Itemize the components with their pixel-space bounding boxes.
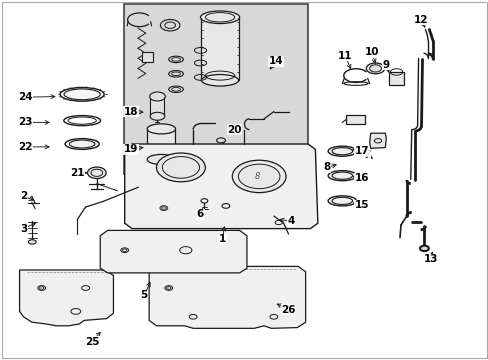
Text: 15: 15 bbox=[354, 200, 368, 210]
Ellipse shape bbox=[419, 246, 428, 251]
Ellipse shape bbox=[149, 92, 165, 101]
Text: 24: 24 bbox=[18, 92, 33, 102]
Text: 2: 2 bbox=[20, 191, 27, 201]
PathPatch shape bbox=[20, 270, 113, 326]
Ellipse shape bbox=[327, 196, 356, 206]
Bar bbox=[388, 72, 404, 85]
Ellipse shape bbox=[150, 112, 164, 120]
Text: 22: 22 bbox=[18, 142, 33, 152]
Bar bbox=[146, 129, 175, 159]
Text: 18: 18 bbox=[123, 107, 138, 117]
Text: 17: 17 bbox=[354, 146, 368, 156]
Text: 19: 19 bbox=[123, 144, 138, 154]
Ellipse shape bbox=[28, 240, 36, 244]
Ellipse shape bbox=[232, 160, 285, 193]
Ellipse shape bbox=[327, 171, 356, 181]
PathPatch shape bbox=[100, 230, 246, 273]
PathPatch shape bbox=[124, 144, 317, 229]
Ellipse shape bbox=[65, 139, 99, 149]
Text: 10: 10 bbox=[364, 47, 378, 57]
Text: 12: 12 bbox=[413, 15, 428, 25]
Text: 4: 4 bbox=[287, 216, 295, 226]
Ellipse shape bbox=[147, 154, 175, 165]
Ellipse shape bbox=[366, 63, 384, 74]
Ellipse shape bbox=[200, 11, 239, 24]
Text: 1: 1 bbox=[219, 234, 225, 244]
Bar bbox=[346, 115, 364, 124]
Text: 14: 14 bbox=[268, 56, 283, 66]
Text: 9: 9 bbox=[382, 60, 389, 70]
Text: 7: 7 bbox=[362, 150, 370, 160]
Bar bbox=[201, 17, 238, 80]
Ellipse shape bbox=[60, 87, 104, 101]
Text: 20: 20 bbox=[227, 125, 242, 135]
Bar bbox=[124, 4, 307, 174]
Text: 8: 8 bbox=[323, 162, 329, 172]
Text: 13: 13 bbox=[423, 254, 438, 264]
Ellipse shape bbox=[201, 75, 238, 86]
Bar bbox=[142, 52, 152, 62]
Text: 8: 8 bbox=[255, 172, 260, 181]
Ellipse shape bbox=[156, 153, 205, 182]
Ellipse shape bbox=[147, 124, 175, 134]
Text: 16: 16 bbox=[354, 173, 368, 183]
PathPatch shape bbox=[149, 266, 305, 328]
Text: 6: 6 bbox=[197, 209, 203, 219]
Ellipse shape bbox=[327, 146, 356, 156]
Ellipse shape bbox=[87, 167, 106, 179]
Text: 21: 21 bbox=[70, 168, 84, 178]
Text: 5: 5 bbox=[141, 290, 147, 300]
Text: 3: 3 bbox=[20, 224, 27, 234]
Text: 23: 23 bbox=[18, 117, 33, 127]
Text: 26: 26 bbox=[281, 305, 295, 315]
Bar bbox=[149, 96, 164, 116]
Text: 11: 11 bbox=[337, 51, 352, 61]
Text: 25: 25 bbox=[84, 337, 99, 347]
PathPatch shape bbox=[369, 133, 386, 148]
